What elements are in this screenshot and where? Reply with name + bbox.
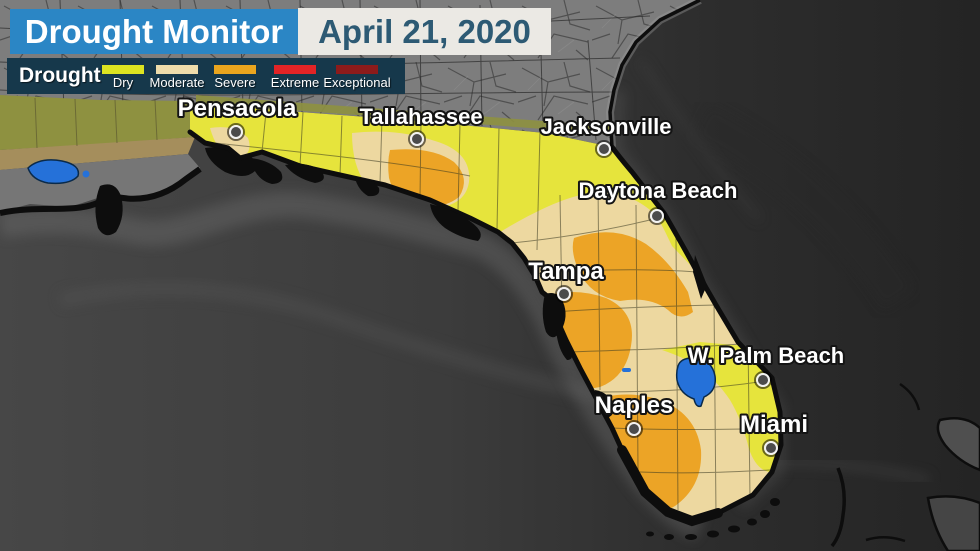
city-label-miami: Miami bbox=[740, 411, 808, 438]
city-marker bbox=[595, 140, 613, 158]
legend-label-extreme: Extreme bbox=[270, 75, 320, 90]
city-labels: Pensacola Tallahassee Jacksonville Dayto… bbox=[176, 93, 847, 440]
legend-label-exceptional: Exceptional bbox=[323, 75, 391, 90]
legend-swatch-exceptional bbox=[336, 65, 378, 74]
city-marker bbox=[408, 130, 426, 148]
dry-southeast-strip bbox=[662, 342, 781, 472]
city-label-daytona-beach: Daytona Beach bbox=[579, 178, 738, 203]
city-label-jacksonville: Jacksonville bbox=[541, 114, 672, 139]
legend-swatch-dry bbox=[102, 65, 144, 74]
south-mangrove-coast bbox=[617, 445, 723, 527]
city-marker bbox=[625, 420, 643, 438]
coastal-inlets bbox=[285, 163, 707, 418]
city-markers bbox=[227, 123, 780, 457]
city-marker bbox=[227, 123, 245, 141]
city-label-naples: Naples bbox=[595, 392, 674, 419]
pensacola-bay bbox=[205, 147, 283, 184]
legend-swatch-extreme bbox=[274, 65, 316, 74]
city-marker bbox=[754, 371, 772, 389]
city-label-tallahassee: Tallahassee bbox=[359, 104, 482, 129]
city-marker bbox=[762, 439, 780, 457]
page-title: Drought Monitor bbox=[10, 9, 298, 54]
legend-swatch-moderate bbox=[156, 65, 198, 74]
drought-legend: Drought Dry Moderate Severe Extreme Exce… bbox=[7, 58, 405, 94]
moderate-peninsula bbox=[500, 192, 781, 521]
lake-okeechobee bbox=[675, 357, 717, 408]
legend-title: Drought bbox=[19, 64, 101, 87]
dim-band-county-lines bbox=[34, 97, 158, 149]
legend-label-dry: Dry bbox=[112, 75, 134, 90]
city-marker bbox=[648, 207, 666, 225]
legend-item-severe: Severe bbox=[205, 65, 265, 89]
small-lake bbox=[82, 170, 90, 178]
legend-item-extreme: Extreme bbox=[265, 65, 325, 89]
legend-item-moderate: Moderate bbox=[145, 65, 209, 89]
city-label-pensacola: Pensacola bbox=[178, 95, 297, 122]
date-label: April 21, 2020 bbox=[298, 8, 551, 55]
georgia-coastline bbox=[608, 0, 701, 148]
severe-central bbox=[572, 232, 693, 317]
legend-label-severe: Severe bbox=[214, 75, 256, 90]
city-marker bbox=[555, 285, 573, 303]
legend-item-dry: Dry bbox=[93, 65, 153, 89]
dim-dry-band bbox=[0, 95, 195, 150]
city-label-tampa: Tampa bbox=[528, 258, 604, 285]
dim-border-strip bbox=[196, 95, 610, 134]
legend-label-moderate: Moderate bbox=[149, 75, 205, 90]
mobile-bay bbox=[95, 184, 123, 236]
city-label-w-palm-beach: W. Palm Beach bbox=[688, 343, 845, 368]
bahamas-islands bbox=[830, 382, 980, 551]
florida-coastline bbox=[187, 129, 784, 524]
small-lake-2 bbox=[622, 368, 631, 372]
legend-swatch-severe bbox=[214, 65, 256, 74]
legend-item-exceptional: Exceptional bbox=[321, 65, 393, 89]
lake-pontchartrain bbox=[27, 159, 80, 185]
florida-keys bbox=[646, 498, 780, 540]
